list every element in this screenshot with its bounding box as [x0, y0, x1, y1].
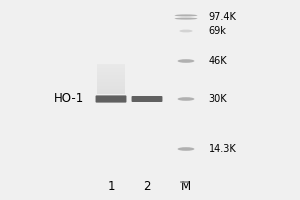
Text: 2: 2: [143, 180, 151, 194]
Bar: [97, 65, 125, 66]
Ellipse shape: [178, 147, 194, 151]
Bar: [97, 67, 125, 68]
Bar: [97, 77, 125, 78]
Bar: [97, 79, 125, 80]
Ellipse shape: [175, 14, 197, 16]
Bar: [97, 91, 125, 92]
Bar: [97, 68, 125, 69]
Bar: [97, 80, 125, 81]
Text: 97.4K: 97.4K: [208, 12, 236, 22]
Bar: [97, 85, 125, 86]
FancyBboxPatch shape: [95, 95, 127, 103]
Ellipse shape: [178, 59, 194, 63]
Ellipse shape: [179, 30, 193, 32]
Text: 69k: 69k: [208, 26, 226, 36]
Bar: [97, 88, 125, 89]
Bar: [97, 81, 125, 82]
Bar: [97, 75, 125, 76]
Bar: [97, 83, 125, 84]
Bar: [97, 90, 125, 91]
Bar: [97, 71, 125, 72]
Bar: [97, 84, 125, 85]
Bar: [97, 93, 125, 94]
Text: 46K: 46K: [208, 56, 227, 66]
Ellipse shape: [175, 18, 197, 20]
Bar: [97, 74, 125, 75]
Bar: [97, 76, 125, 77]
Bar: [97, 82, 125, 83]
Bar: [97, 66, 125, 67]
Bar: [97, 73, 125, 74]
Text: 1: 1: [107, 180, 115, 194]
Text: 14.3K: 14.3K: [208, 144, 236, 154]
Bar: [97, 87, 125, 88]
Text: HO-1: HO-1: [54, 92, 84, 106]
FancyBboxPatch shape: [132, 96, 163, 102]
Bar: [97, 78, 125, 79]
Bar: [97, 86, 125, 87]
Bar: [97, 69, 125, 70]
Bar: [97, 92, 125, 93]
Bar: [97, 72, 125, 73]
Bar: [97, 70, 125, 71]
Text: M: M: [181, 180, 191, 194]
Bar: [97, 64, 125, 65]
Text: 30K: 30K: [208, 94, 227, 104]
Ellipse shape: [178, 97, 194, 101]
Bar: [97, 89, 125, 90]
